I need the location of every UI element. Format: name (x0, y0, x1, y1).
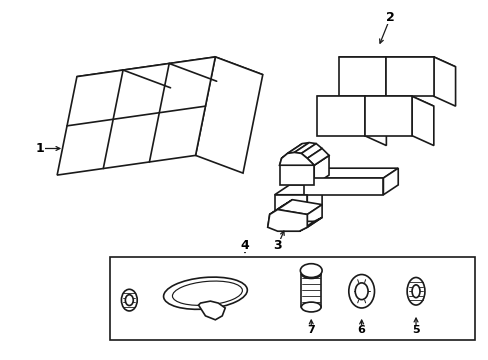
Polygon shape (195, 57, 262, 173)
Text: 2: 2 (385, 11, 394, 24)
Polygon shape (277, 200, 322, 215)
Polygon shape (274, 195, 306, 215)
Ellipse shape (125, 295, 133, 306)
Polygon shape (386, 57, 433, 96)
Text: 3: 3 (273, 239, 282, 252)
Polygon shape (277, 221, 314, 231)
Polygon shape (198, 301, 225, 320)
Polygon shape (267, 210, 306, 231)
Polygon shape (433, 57, 455, 106)
Polygon shape (304, 168, 397, 178)
Polygon shape (386, 57, 407, 106)
Ellipse shape (300, 264, 322, 278)
Ellipse shape (348, 275, 374, 308)
Polygon shape (299, 217, 322, 231)
Polygon shape (301, 144, 322, 158)
Polygon shape (267, 204, 284, 227)
Polygon shape (411, 96, 433, 145)
Text: 1: 1 (36, 142, 44, 155)
Ellipse shape (407, 278, 424, 305)
Ellipse shape (354, 283, 367, 300)
Text: 7: 7 (307, 325, 314, 335)
Polygon shape (279, 152, 314, 165)
Text: 6: 6 (357, 325, 365, 335)
Text: 4: 4 (240, 239, 249, 252)
Polygon shape (306, 148, 328, 165)
Polygon shape (317, 96, 386, 106)
Polygon shape (279, 156, 328, 165)
Ellipse shape (301, 269, 321, 278)
Ellipse shape (172, 281, 242, 305)
Polygon shape (269, 200, 292, 215)
Polygon shape (386, 57, 455, 67)
Text: 5: 5 (411, 325, 419, 335)
Polygon shape (338, 57, 386, 96)
Polygon shape (306, 185, 322, 215)
Polygon shape (279, 165, 314, 185)
Polygon shape (383, 168, 397, 195)
Ellipse shape (411, 285, 419, 298)
Polygon shape (304, 178, 383, 195)
Polygon shape (364, 96, 411, 136)
Polygon shape (77, 57, 262, 94)
Polygon shape (294, 143, 316, 153)
Polygon shape (364, 96, 433, 106)
Polygon shape (338, 57, 407, 67)
Ellipse shape (121, 289, 137, 311)
Polygon shape (306, 204, 322, 227)
Polygon shape (287, 143, 308, 153)
Ellipse shape (163, 277, 247, 309)
Ellipse shape (301, 302, 321, 312)
Polygon shape (279, 148, 296, 165)
Polygon shape (314, 156, 328, 185)
Bar (109, 257, 474, 341)
Polygon shape (274, 185, 322, 195)
Polygon shape (57, 57, 215, 175)
Polygon shape (317, 96, 364, 136)
Polygon shape (364, 96, 386, 145)
Polygon shape (281, 144, 302, 158)
